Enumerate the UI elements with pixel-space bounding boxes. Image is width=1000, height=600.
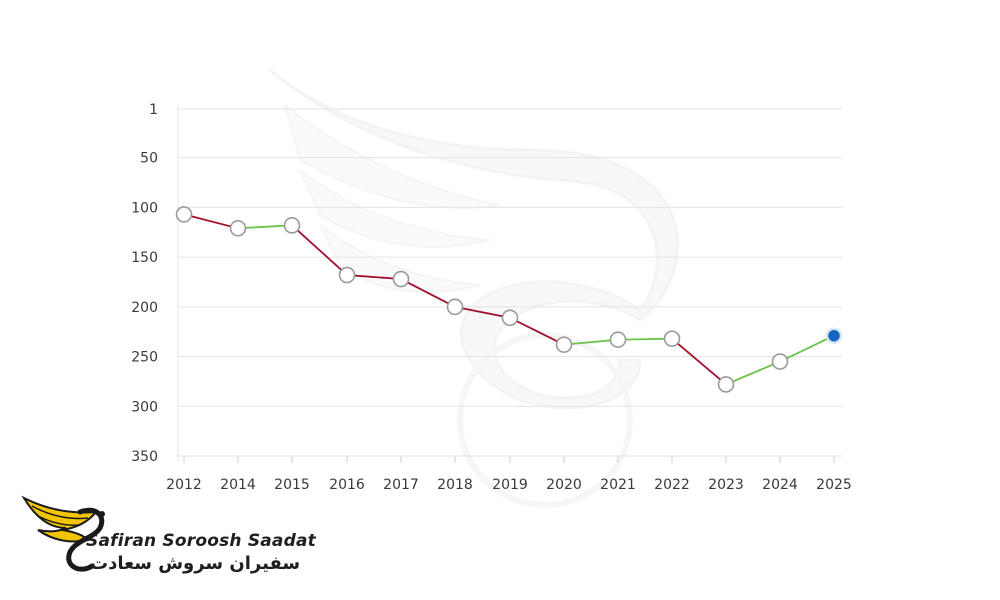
x-tick-label: 2017 bbox=[383, 477, 419, 493]
data-point[interactable] bbox=[717, 376, 735, 393]
line-segment-decline bbox=[509, 316, 565, 346]
line-segment-decline bbox=[400, 278, 456, 308]
x-tick-label: 2018 bbox=[437, 477, 473, 493]
brand-name-persian: سفیران سروش سعادت bbox=[90, 553, 301, 574]
y-tick-label: 250 bbox=[131, 350, 158, 366]
x-tick-label: 2025 bbox=[816, 477, 852, 493]
winged-s-logo-icon bbox=[21, 495, 105, 572]
x-tick-label: 2012 bbox=[166, 477, 202, 493]
line-segment-decline bbox=[346, 274, 402, 280]
x-tick-label: 2022 bbox=[654, 477, 690, 493]
line-segment-decline bbox=[454, 305, 511, 319]
data-point[interactable] bbox=[663, 330, 681, 347]
line-segment-improve bbox=[563, 338, 619, 346]
x-tick-label: 2015 bbox=[274, 477, 310, 493]
data-point[interactable] bbox=[771, 353, 789, 370]
x-tick-label: 2016 bbox=[329, 477, 365, 493]
line-segment-decline bbox=[183, 213, 239, 230]
data-point[interactable] bbox=[338, 266, 356, 284]
brand-name-english: Safiran Soroosh Saadat bbox=[86, 531, 316, 551]
data-point[interactable] bbox=[609, 331, 627, 348]
line-segment-improve bbox=[237, 224, 293, 230]
line-segment-improve bbox=[617, 337, 673, 341]
data-point[interactable] bbox=[555, 336, 573, 353]
data-point[interactable] bbox=[446, 298, 464, 316]
x-tick-label: 2020 bbox=[546, 477, 582, 493]
data-point[interactable] bbox=[392, 270, 410, 288]
y-tick-label: 100 bbox=[131, 200, 158, 216]
x-tick-label: 2023 bbox=[708, 477, 744, 493]
data-point[interactable] bbox=[283, 217, 301, 234]
line-segment-improve bbox=[779, 334, 835, 363]
data-point[interactable] bbox=[501, 309, 519, 327]
winged-s-watermark-icon bbox=[269, 68, 679, 508]
y-tick-label: 150 bbox=[131, 250, 158, 266]
y-tick-label: 200 bbox=[131, 300, 158, 316]
line-segment-improve bbox=[725, 360, 781, 386]
data-point-current[interactable] bbox=[825, 327, 843, 344]
data-point[interactable] bbox=[175, 206, 193, 223]
y-tick-label: 300 bbox=[131, 399, 158, 415]
line-segment-decline bbox=[291, 224, 348, 276]
x-tick-label: 2021 bbox=[600, 477, 636, 493]
y-tick-label: 1 bbox=[149, 102, 158, 118]
line-segment-decline bbox=[671, 337, 727, 386]
y-tick-label: 350 bbox=[131, 449, 158, 465]
x-tick-label: 2014 bbox=[220, 477, 256, 493]
x-tick-label: 2019 bbox=[492, 477, 528, 493]
x-tick-label: 2024 bbox=[762, 477, 798, 493]
y-tick-label: 50 bbox=[140, 151, 158, 167]
data-point[interactable] bbox=[229, 220, 247, 237]
